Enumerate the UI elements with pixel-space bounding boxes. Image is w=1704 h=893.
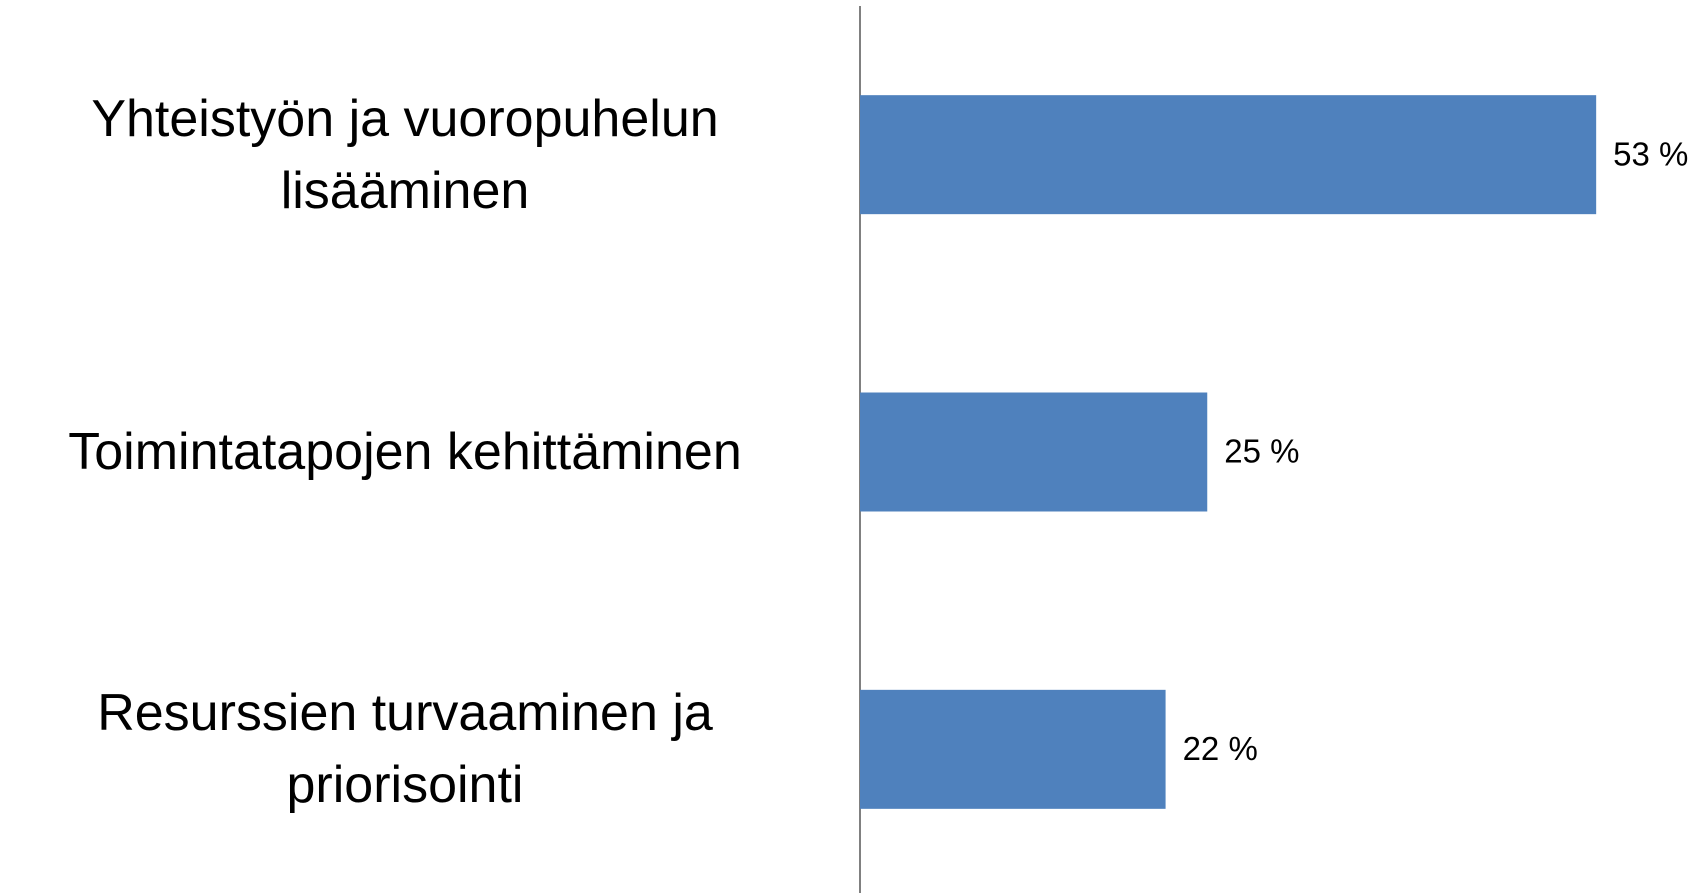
bar [860,689,1166,809]
bar [860,392,1208,512]
category-label: Toimintatapojen kehittäminen [68,423,742,481]
bar [860,95,1597,215]
category-label: Resurssien turvaaminen ja priorisointi [97,684,713,815]
value-label: 25 % [1224,433,1299,470]
value-label: 53 % [1613,135,1688,172]
value-label: 22 % [1183,730,1258,767]
category-label: Yhteistyön ja vuoropuhelun lisääminen [91,89,719,220]
